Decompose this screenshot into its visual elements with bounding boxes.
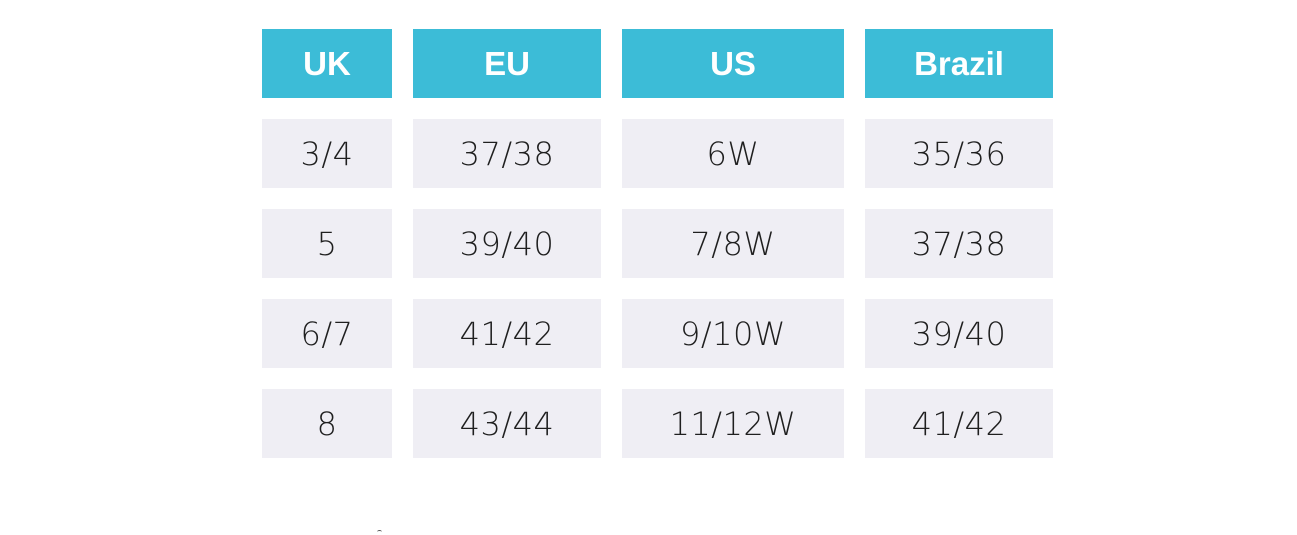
table-cell-us: 9/10W xyxy=(622,299,844,368)
column-header-uk: UK xyxy=(262,29,392,98)
table-cell-eu: 41/42 xyxy=(413,299,601,368)
table-cell-brazil: 35/36 xyxy=(865,119,1053,188)
table-cell-brazil: 39/40 xyxy=(865,299,1053,368)
column-header-eu: EU xyxy=(413,29,601,98)
table-cell-eu: 37/38 xyxy=(413,119,601,188)
table-cell-us: 6W xyxy=(622,119,844,188)
column-header-brazil: Brazil xyxy=(865,29,1053,98)
size-conversion-table: UK EU US Brazil 3/4 37/38 6W 35/36 5 39/… xyxy=(262,29,1053,458)
table-cell-us: 11/12W xyxy=(622,389,844,458)
column-header-us: US xyxy=(622,29,844,98)
table-cell-eu: 39/40 xyxy=(413,209,601,278)
table-cell-brazil: 41/42 xyxy=(865,389,1053,458)
table-cell-brazil: 37/38 xyxy=(865,209,1053,278)
table-cell-eu: 43/44 xyxy=(413,389,601,458)
table-cell-uk: 8 xyxy=(262,389,392,458)
table-cell-uk: 3/4 xyxy=(262,119,392,188)
cropped-text-fragment xyxy=(377,530,382,534)
table-cell-uk: 6/7 xyxy=(262,299,392,368)
table-cell-us: 7/8W xyxy=(622,209,844,278)
table-cell-uk: 5 xyxy=(262,209,392,278)
